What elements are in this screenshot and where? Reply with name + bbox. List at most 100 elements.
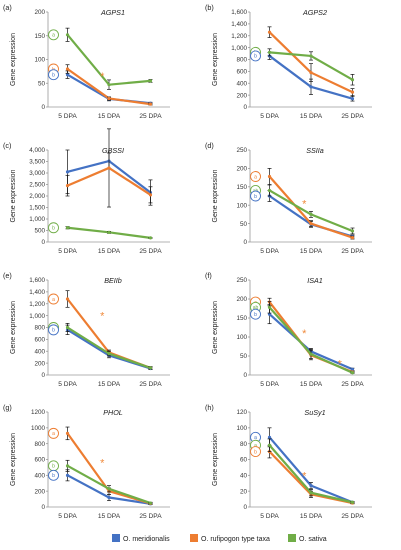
y-axis-label: Gene expression — [212, 33, 219, 86]
data-point — [107, 352, 111, 356]
data-point — [65, 325, 70, 330]
significance-star: * — [302, 470, 307, 482]
data-point — [350, 371, 355, 375]
significance-marker — [250, 50, 261, 62]
data-point — [267, 188, 272, 193]
y-tick-label: 0 — [243, 104, 247, 111]
y-tick-label: 200 — [34, 488, 45, 495]
significance-letter: b — [254, 312, 257, 318]
data-point — [350, 78, 355, 82]
significance-letter: b — [254, 54, 257, 60]
x-tick-label: 15 DPA — [300, 113, 323, 120]
y-tick-label: 2,000 — [29, 193, 45, 200]
data-point — [350, 367, 355, 371]
y-tick-label: 600 — [236, 69, 247, 76]
significance-letter: a — [52, 33, 55, 39]
data-point — [148, 501, 153, 505]
data-point — [148, 79, 153, 83]
y-tick-label: 1,400 — [29, 289, 45, 296]
data-point — [107, 83, 111, 87]
panel-a: (a) AGPS1 0 50 100 150 200 5 DPA 15 DPA 25 DPA Gen… — [3, 3, 170, 120]
y-tick-label: 50 — [240, 353, 248, 360]
y-tick-label: 1,400 — [231, 21, 247, 28]
panel-label: (h) — [205, 403, 214, 412]
y-tick-label: 100 — [236, 334, 247, 341]
data-point — [309, 352, 313, 356]
panel-d: (d) SSIIa 0 50 100 150 200 250 5 DPA 15 DPA 25 DPA… — [205, 141, 372, 255]
x-tick-label: 15 DPA — [98, 248, 121, 255]
data-point — [309, 222, 313, 226]
significance-letter: a — [254, 435, 257, 441]
data-point — [65, 431, 70, 435]
y-axis-label: Gene expression — [212, 433, 219, 486]
data-point — [350, 97, 355, 101]
x-tick-label: 5 DPA — [260, 248, 279, 255]
data-point — [65, 297, 70, 301]
significance-marker — [250, 171, 261, 182]
x-tick-label: 25 DPA — [341, 113, 364, 120]
y-tick-label: 600 — [34, 457, 45, 464]
y-tick-label: 150 — [34, 33, 45, 40]
legend-swatch — [288, 534, 296, 542]
data-point — [65, 67, 70, 71]
y-axis-label: Gene expression — [10, 301, 17, 354]
panel-c: (c) GBSSI 0 500 1,000 1,500 2,000 2,500 3,000 3,5… — [3, 128, 170, 255]
data-point — [350, 500, 355, 504]
data-point — [350, 235, 355, 240]
y-tick-label: 3,500 — [29, 159, 45, 166]
significance-marker — [48, 69, 59, 81]
panel-label: (a) — [3, 3, 12, 12]
y-tick-label: 1,000 — [231, 45, 247, 52]
y-tick-label: 800 — [34, 441, 45, 448]
significance-letter: b — [52, 73, 55, 79]
x-tick-label: 25 DPA — [341, 248, 364, 255]
y-tick-label: 0 — [41, 239, 45, 246]
data-point — [107, 166, 111, 170]
chart-title: SuSy1 — [304, 408, 325, 417]
chart-title: AGPS2 — [302, 8, 327, 17]
panel-label: (g) — [3, 403, 12, 412]
series-line-o-sativa — [66, 326, 151, 369]
data-point — [309, 70, 313, 75]
significance-letter: b — [52, 328, 55, 334]
data-point — [309, 484, 313, 488]
significance-letter: a — [52, 297, 55, 303]
data-point — [65, 73, 70, 77]
y-tick-label: 0 — [41, 104, 45, 111]
y-tick-label: 1,500 — [29, 205, 45, 212]
y-tick-label: 400 — [236, 80, 247, 87]
y-tick-label: 3,000 — [29, 170, 45, 177]
chart-title: BEIIb — [104, 276, 122, 285]
y-axis-label: Gene expression — [10, 433, 17, 486]
significance-star: * — [302, 328, 307, 340]
y-tick-label: 400 — [34, 348, 45, 355]
legend-swatch — [190, 534, 198, 542]
legend-label: O. rufipogon type taxa — [201, 536, 270, 543]
significance-letter: b — [254, 194, 257, 200]
significance-star: * — [338, 359, 343, 371]
significance-letter: a — [254, 174, 257, 180]
significance-star: * — [100, 311, 105, 323]
y-axis-label: Gene expression — [10, 169, 17, 222]
y-tick-label: 200 — [34, 360, 45, 367]
y-tick-label: 600 — [34, 337, 45, 344]
significance-letter: ab — [253, 305, 259, 311]
y-tick-label: 150 — [236, 184, 247, 191]
y-tick-label: 1000 — [31, 425, 46, 432]
y-tick-label: 2,500 — [29, 182, 45, 189]
data-point — [65, 170, 70, 174]
data-point — [65, 184, 70, 188]
data-point — [309, 85, 313, 89]
data-point — [309, 491, 313, 495]
significance-star: * — [302, 198, 307, 210]
y-tick-label: 150 — [236, 315, 247, 322]
y-tick-label: 0 — [41, 504, 45, 511]
y-tick-label: 80 — [240, 441, 248, 448]
x-tick-label: 25 DPA — [139, 113, 162, 120]
y-tick-label: 100 — [236, 425, 247, 432]
legend-label: O. sativa — [299, 536, 327, 543]
panel-label: (f) — [205, 271, 212, 280]
data-point — [267, 50, 272, 54]
y-tick-label: 400 — [34, 473, 45, 480]
